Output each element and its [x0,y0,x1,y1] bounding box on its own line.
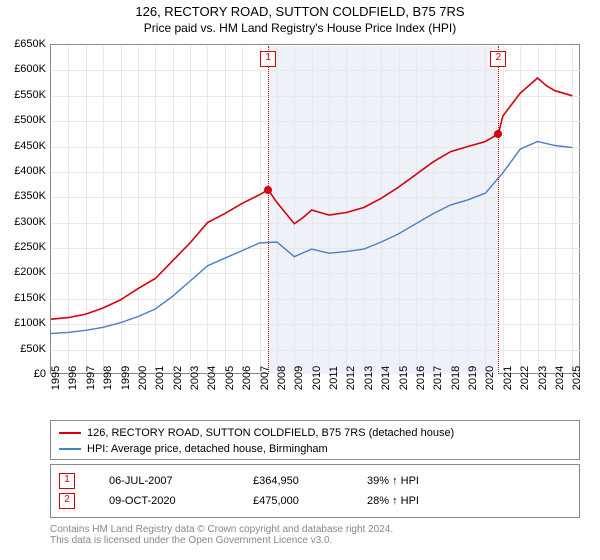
event-vline [268,46,269,374]
x-tick-label: 2022 [519,366,531,390]
y-tick-label: £400K [14,165,46,177]
y-tick-label: £0 [34,368,46,380]
x-tick-label: 2011 [328,366,340,390]
event-marker-icon: 2 [490,51,506,67]
x-tick-label: 1997 [85,366,97,390]
legend-item-price-paid: 126, RECTORY ROAD, SUTTON COLDFIELD, B75… [59,425,571,441]
x-tick-label: 2014 [380,366,392,390]
event-marker-icon: 1 [260,51,276,67]
y-tick-label: £100K [14,317,46,329]
x-tick-label: 2002 [172,366,184,390]
x-tick-label: 2006 [241,366,253,390]
y-tick-label: £250K [14,241,46,253]
event-date: 09-OCT-2020 [109,495,219,507]
legend: 126, RECTORY ROAD, SUTTON COLDFIELD, B75… [50,420,580,460]
x-tick-label: 2008 [276,366,288,390]
x-tick-label: 2004 [206,366,218,390]
x-tick-label: 2018 [450,366,462,390]
attribution-line: This data is licensed under the Open Gov… [50,535,580,546]
x-tick-label: 2005 [224,366,236,390]
x-tick-label: 2009 [293,366,305,390]
legend-swatch [59,432,81,434]
x-tick-label: 2001 [154,366,166,390]
y-tick-label: £600K [14,63,46,75]
y-tick-label: £650K [14,38,46,50]
y-tick-label: £450K [14,140,46,152]
event-price: £364,950 [253,475,333,487]
event-dot [264,186,272,194]
title-subtitle: Price paid vs. HM Land Registry's House … [0,21,600,35]
x-tick-label: 2000 [137,366,149,390]
plot-area: 12 [50,44,580,374]
event-date: 06-JUL-2007 [109,475,219,487]
event-table: 1 06-JUL-2007 £364,950 39% ↑ HPI 2 09-OC… [50,464,580,518]
legend-label: 126, RECTORY ROAD, SUTTON COLDFIELD, B75… [87,427,454,439]
x-tick-label: 2017 [432,366,444,390]
y-tick-label: £350K [14,190,46,202]
y-tick-label: £50K [20,343,46,355]
series-price_paid [51,78,572,319]
event-vline [498,46,499,374]
y-tick-label: £500K [14,114,46,126]
chart: 12 £0£50K£100K£150K£200K£250K£300K£350K£… [50,44,580,374]
event-marker-icon: 1 [59,473,75,489]
x-tick-label: 2016 [415,366,427,390]
x-tick-label: 1996 [67,366,79,390]
x-tick-label: 2021 [502,366,514,390]
y-tick-label: £550K [14,89,46,101]
attribution: Contains HM Land Registry data © Crown c… [50,524,580,546]
x-tick-label: 2003 [189,366,201,390]
x-tick-label: 2019 [467,366,479,390]
x-tick-label: 2015 [398,366,410,390]
x-tick-label: 2012 [345,366,357,390]
x-tick-label: 1999 [120,366,132,390]
series-hpi [51,142,572,334]
x-tick-label: 2025 [571,366,583,390]
event-row: 2 09-OCT-2020 £475,000 28% ↑ HPI [59,491,571,511]
attribution-line: Contains HM Land Registry data © Crown c… [50,524,580,535]
legend-swatch [59,448,81,450]
event-delta: 28% ↑ HPI [367,495,457,507]
y-tick-label: £300K [14,216,46,228]
y-tick-label: £150K [14,292,46,304]
x-tick-label: 2013 [363,366,375,390]
event-row: 1 06-JUL-2007 £364,950 39% ↑ HPI [59,471,571,491]
x-tick-label: 1995 [50,366,62,390]
x-tick-label: 2020 [484,366,496,390]
event-delta: 39% ↑ HPI [367,475,457,487]
event-marker-icon: 2 [59,493,75,509]
event-price: £475,000 [253,495,333,507]
x-tick-label: 1998 [102,366,114,390]
x-tick-label: 2007 [259,366,271,390]
title-address: 126, RECTORY ROAD, SUTTON COLDFIELD, B75… [0,4,600,19]
legend-label: HPI: Average price, detached house, Birm… [87,443,328,455]
event-dot [494,130,502,138]
x-tick-label: 2024 [554,366,566,390]
legend-item-hpi: HPI: Average price, detached house, Birm… [59,441,571,457]
x-tick-label: 2023 [537,366,549,390]
y-tick-label: £200K [14,266,46,278]
x-tick-label: 2010 [311,366,323,390]
